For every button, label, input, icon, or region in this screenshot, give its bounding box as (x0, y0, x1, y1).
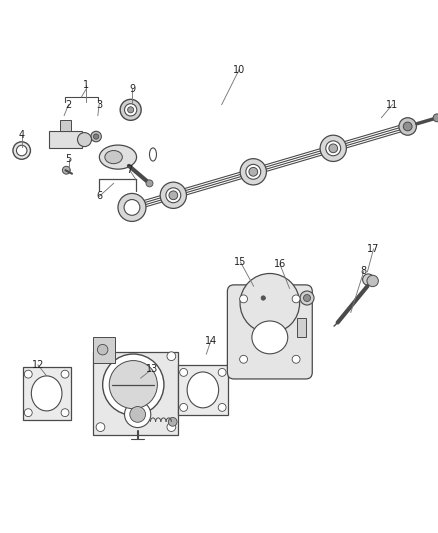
Circle shape (93, 134, 99, 139)
Circle shape (78, 133, 91, 147)
Circle shape (62, 166, 70, 174)
Bar (49, 131, 81, 148)
Circle shape (24, 370, 32, 378)
Circle shape (248, 167, 257, 176)
Bar (60, 120, 71, 131)
Circle shape (61, 409, 69, 417)
Circle shape (303, 295, 310, 302)
Circle shape (291, 356, 299, 363)
Text: 10: 10 (233, 64, 245, 75)
Text: 11: 11 (385, 100, 398, 110)
Text: 4: 4 (18, 130, 25, 140)
Circle shape (169, 191, 177, 200)
Text: 15: 15 (234, 257, 246, 267)
Bar (296, 318, 305, 337)
Bar (92, 336, 115, 363)
Circle shape (398, 118, 416, 135)
Circle shape (403, 122, 411, 131)
Circle shape (291, 295, 299, 303)
Text: 2: 2 (65, 100, 71, 110)
Text: 7: 7 (127, 165, 133, 175)
Text: 5: 5 (65, 154, 71, 164)
Circle shape (319, 135, 346, 161)
FancyBboxPatch shape (227, 285, 311, 379)
Circle shape (299, 291, 313, 305)
Circle shape (325, 141, 340, 156)
Circle shape (366, 275, 378, 287)
Text: 13: 13 (145, 365, 157, 374)
Circle shape (179, 403, 187, 411)
Circle shape (166, 423, 175, 432)
Text: 9: 9 (129, 84, 135, 94)
Circle shape (61, 370, 69, 378)
Circle shape (239, 295, 247, 303)
Circle shape (166, 188, 180, 203)
Text: 3: 3 (96, 100, 102, 110)
Circle shape (218, 368, 226, 376)
Circle shape (179, 368, 187, 376)
Ellipse shape (105, 150, 122, 164)
Circle shape (96, 423, 105, 432)
Circle shape (124, 199, 140, 215)
Circle shape (109, 361, 157, 409)
Ellipse shape (187, 372, 218, 408)
Circle shape (166, 352, 175, 361)
Text: 12: 12 (32, 360, 44, 370)
Bar (177, 365, 227, 415)
Circle shape (97, 344, 108, 355)
Circle shape (240, 159, 266, 185)
Text: 17: 17 (367, 244, 379, 254)
Circle shape (362, 274, 373, 285)
Text: 1: 1 (83, 80, 89, 90)
Circle shape (120, 99, 141, 120)
Circle shape (245, 164, 260, 179)
Circle shape (261, 296, 265, 300)
Ellipse shape (31, 376, 62, 411)
Ellipse shape (99, 145, 136, 169)
Circle shape (16, 146, 27, 156)
Text: 14: 14 (204, 336, 216, 346)
Circle shape (91, 131, 101, 142)
Circle shape (146, 180, 152, 187)
Circle shape (13, 142, 30, 159)
Circle shape (102, 354, 163, 415)
Circle shape (239, 356, 247, 363)
Bar (92, 352, 177, 435)
Circle shape (124, 401, 150, 427)
Circle shape (168, 417, 177, 426)
Circle shape (432, 114, 438, 122)
Circle shape (127, 107, 134, 113)
Circle shape (328, 144, 337, 152)
Circle shape (130, 407, 145, 422)
Circle shape (124, 104, 137, 116)
Bar (22, 367, 71, 419)
Circle shape (96, 352, 105, 361)
Text: 6: 6 (96, 191, 102, 201)
Text: 8: 8 (360, 266, 366, 276)
Circle shape (24, 409, 32, 417)
Ellipse shape (251, 321, 287, 354)
Circle shape (240, 273, 299, 333)
Circle shape (218, 403, 226, 411)
Circle shape (160, 182, 186, 208)
Text: 16: 16 (273, 260, 286, 269)
Circle shape (118, 193, 146, 221)
